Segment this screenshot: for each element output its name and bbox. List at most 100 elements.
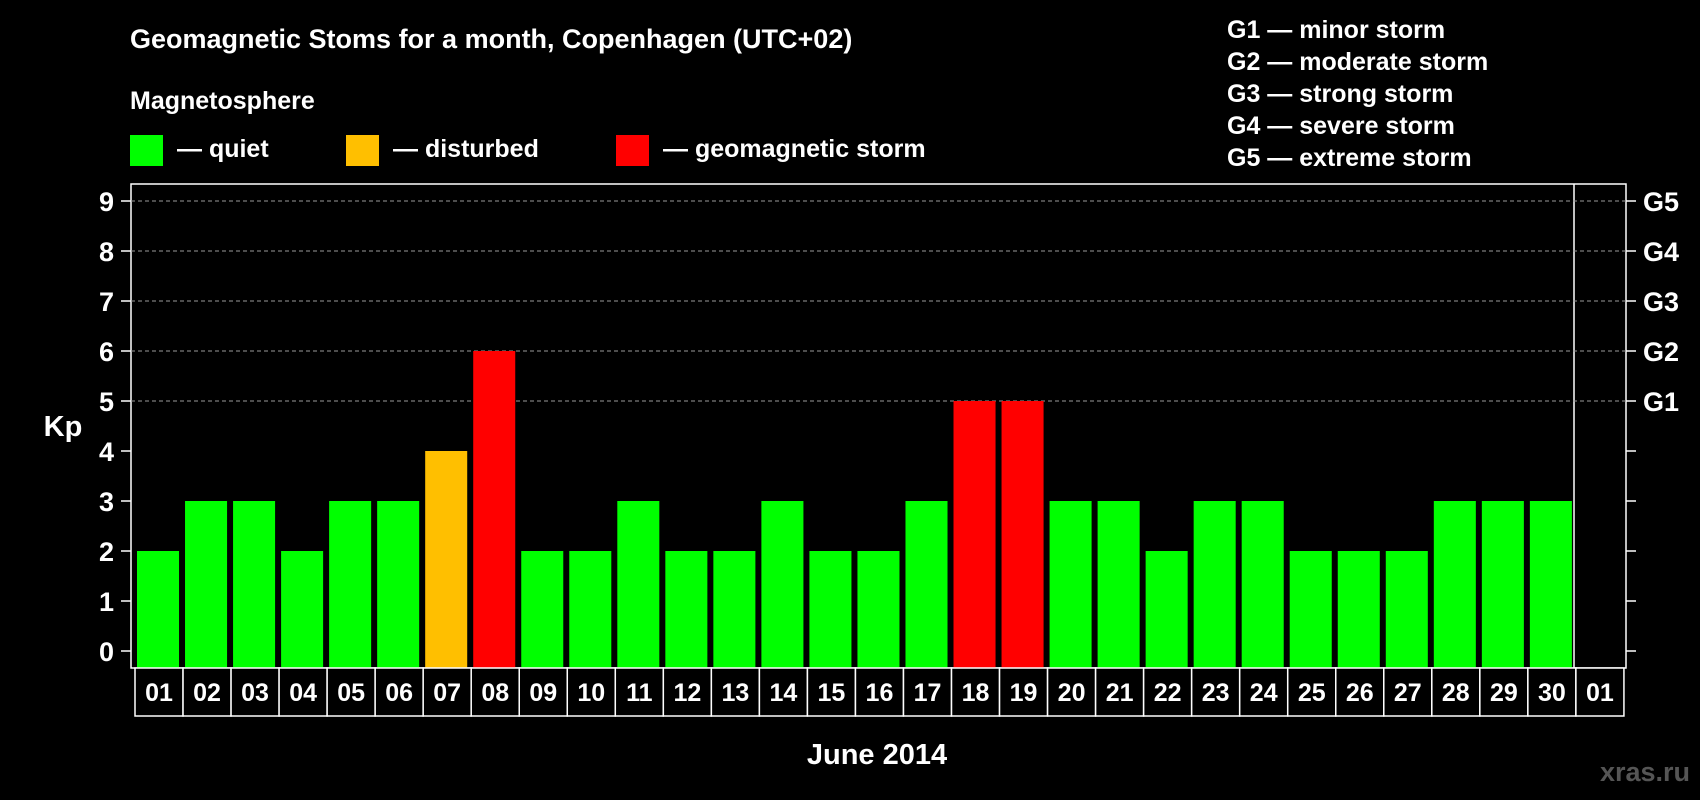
bar bbox=[1289, 551, 1332, 668]
day-cell bbox=[278, 667, 328, 717]
bar bbox=[569, 551, 612, 668]
g-scale-g3: G3 — strong storm bbox=[1227, 80, 1453, 108]
y-tick-label: 0 bbox=[99, 637, 114, 667]
bar bbox=[713, 551, 756, 668]
y-axis: 0 1 2 3 4 5 6 7 8 9 bbox=[99, 187, 131, 667]
bar bbox=[1097, 501, 1140, 668]
legend-swatch-quiet bbox=[130, 135, 163, 166]
bar bbox=[1337, 551, 1380, 668]
day-label: 21 bbox=[1106, 679, 1134, 707]
bar bbox=[1433, 501, 1476, 668]
day-label: 14 bbox=[769, 679, 797, 707]
day-label: 05 bbox=[337, 679, 365, 707]
day-label: 30 bbox=[1538, 679, 1566, 707]
y-axis-label: Kp bbox=[44, 411, 83, 443]
g-tick-label: G2 bbox=[1643, 337, 1679, 367]
bar bbox=[233, 501, 276, 668]
day-cell bbox=[758, 667, 809, 717]
g-scale-g4: G4 — severe storm bbox=[1227, 112, 1455, 140]
day-label: 18 bbox=[962, 679, 990, 707]
day-label: 17 bbox=[914, 679, 942, 707]
x-axis-label: June 2014 bbox=[807, 739, 947, 771]
bars bbox=[137, 351, 1572, 668]
day-label: 19 bbox=[1010, 679, 1038, 707]
y-tick-label: 8 bbox=[99, 237, 114, 267]
day-label: 01 bbox=[1586, 679, 1614, 707]
day-label: 16 bbox=[866, 679, 894, 707]
g-scale-g2: G2 — moderate storm bbox=[1227, 48, 1488, 76]
bar bbox=[473, 351, 516, 668]
day-cell bbox=[614, 667, 665, 717]
day-label: 26 bbox=[1346, 679, 1374, 707]
chart-title: Geomagnetic Stoms for a month, Copenhage… bbox=[130, 24, 852, 54]
bar bbox=[617, 501, 660, 668]
bar bbox=[905, 501, 948, 668]
g-scale-legend: G1 — minor storm G2 — moderate storm G3 … bbox=[1227, 16, 1488, 172]
legend-swatch-disturbed bbox=[346, 135, 379, 166]
day-label: 23 bbox=[1202, 679, 1230, 707]
g-tick-label: G1 bbox=[1643, 387, 1679, 417]
y-tick-label: 5 bbox=[99, 387, 114, 417]
day-label: 01 bbox=[145, 679, 173, 707]
day-cell bbox=[326, 667, 376, 717]
day-label: 27 bbox=[1394, 679, 1422, 707]
bar bbox=[1001, 401, 1044, 668]
y-tick-label: 3 bbox=[99, 487, 114, 517]
legend-label-storm: — geomagnetic storm bbox=[663, 135, 926, 163]
day-cell bbox=[1575, 667, 1625, 717]
day-cell bbox=[902, 667, 953, 717]
y-tick-label: 1 bbox=[99, 587, 114, 617]
day-cell bbox=[1286, 667, 1337, 717]
bar bbox=[809, 551, 852, 668]
y-tick-label: 2 bbox=[99, 537, 114, 567]
day-cell bbox=[854, 667, 905, 717]
legend-label-quiet: — quiet bbox=[177, 135, 269, 163]
legend: — quiet — disturbed — geomagnetic storm bbox=[130, 135, 926, 166]
legend-label-disturbed: — disturbed bbox=[393, 135, 539, 163]
bar bbox=[1481, 501, 1524, 668]
bar bbox=[185, 501, 228, 668]
day-label: 15 bbox=[818, 679, 846, 707]
y-tick-label: 7 bbox=[99, 287, 114, 317]
y-tick-label: 4 bbox=[99, 437, 114, 467]
day-label: 03 bbox=[241, 679, 269, 707]
day-cell bbox=[1335, 667, 1385, 717]
day-label: 20 bbox=[1058, 679, 1086, 707]
bar bbox=[425, 451, 468, 668]
g-axis: G1 G2 G3 G4 G5 bbox=[1626, 187, 1679, 652]
bar bbox=[1529, 501, 1572, 668]
bar bbox=[953, 401, 996, 668]
day-label: 08 bbox=[481, 679, 509, 707]
day-cell bbox=[422, 667, 472, 717]
bar bbox=[761, 501, 804, 668]
day-cell bbox=[710, 667, 761, 717]
day-label: 06 bbox=[385, 679, 413, 707]
bar bbox=[1145, 551, 1188, 668]
day-cell bbox=[134, 667, 184, 717]
day-label: 22 bbox=[1154, 679, 1182, 707]
day-label: 11 bbox=[626, 679, 653, 707]
g-tick-label: G4 bbox=[1643, 237, 1679, 267]
legend-heading: Magnetosphere bbox=[130, 87, 315, 115]
bar bbox=[1241, 501, 1284, 668]
g-tick-label: G3 bbox=[1643, 287, 1679, 317]
day-cell bbox=[998, 667, 1049, 717]
bar bbox=[377, 501, 420, 668]
bar bbox=[329, 501, 372, 668]
day-label: 13 bbox=[721, 679, 749, 707]
day-label: 02 bbox=[193, 679, 221, 707]
day-label: 04 bbox=[289, 679, 317, 707]
day-label: 09 bbox=[529, 679, 557, 707]
y-tick-label: 6 bbox=[99, 337, 114, 367]
bar bbox=[1193, 501, 1236, 668]
day-label: 28 bbox=[1442, 679, 1470, 707]
day-cell bbox=[182, 667, 232, 717]
bar bbox=[857, 551, 900, 668]
g-tick-label: G5 bbox=[1643, 187, 1679, 217]
x-axis: 01 02 03 04 05 06 07 08 09 10 11 12 13 14 15 16 17 18 19 20… bbox=[134, 667, 1625, 717]
day-label: 07 bbox=[433, 679, 461, 707]
day-cell bbox=[950, 667, 1001, 717]
day-label: 29 bbox=[1490, 679, 1518, 707]
day-label: 10 bbox=[577, 679, 605, 707]
